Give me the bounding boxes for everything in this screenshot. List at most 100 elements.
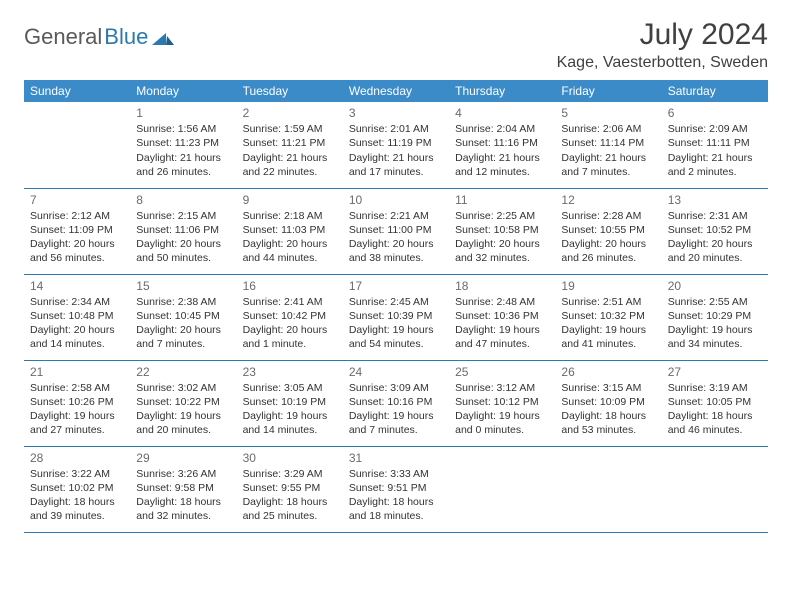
- calendar-cell: [449, 446, 555, 532]
- calendar-cell: [662, 446, 768, 532]
- daylight-text: Daylight: 21 hours and 26 minutes.: [136, 151, 230, 179]
- sunset-text: Sunset: 10:32 PM: [561, 309, 655, 323]
- sunrise-text: Sunrise: 2:06 AM: [561, 122, 655, 136]
- weekday-header: Monday: [130, 80, 236, 102]
- daylight-text: Daylight: 20 hours and 1 minute.: [243, 323, 337, 351]
- daylight-text: Daylight: 20 hours and 50 minutes.: [136, 237, 230, 265]
- day-number: 26: [561, 364, 655, 380]
- sunrise-text: Sunrise: 2:45 AM: [349, 295, 443, 309]
- sunrise-text: Sunrise: 3:26 AM: [136, 467, 230, 481]
- sunset-text: Sunset: 10:05 PM: [668, 395, 762, 409]
- sunrise-text: Sunrise: 2:58 AM: [30, 381, 124, 395]
- calendar-row: 21Sunrise: 2:58 AMSunset: 10:26 PMDaylig…: [24, 360, 768, 446]
- day-number: 8: [136, 192, 230, 208]
- calendar-cell: 25Sunrise: 3:12 AMSunset: 10:12 PMDaylig…: [449, 360, 555, 446]
- day-number: 23: [243, 364, 337, 380]
- daylight-text: Daylight: 21 hours and 7 minutes.: [561, 151, 655, 179]
- sunset-text: Sunset: 10:55 PM: [561, 223, 655, 237]
- header: GeneralBlue July 2024 Kage, Vaesterbotte…: [24, 18, 768, 72]
- daylight-text: Daylight: 20 hours and 56 minutes.: [30, 237, 124, 265]
- sunrise-text: Sunrise: 2:12 AM: [30, 209, 124, 223]
- calendar-cell: 22Sunrise: 3:02 AMSunset: 10:22 PMDaylig…: [130, 360, 236, 446]
- calendar-cell: 27Sunrise: 3:19 AMSunset: 10:05 PMDaylig…: [662, 360, 768, 446]
- daylight-text: Daylight: 19 hours and 41 minutes.: [561, 323, 655, 351]
- weekday-header: Friday: [555, 80, 661, 102]
- day-number: 7: [30, 192, 124, 208]
- sunrise-text: Sunrise: 3:29 AM: [243, 467, 337, 481]
- sunrise-text: Sunrise: 2:15 AM: [136, 209, 230, 223]
- sunrise-text: Sunrise: 3:22 AM: [30, 467, 124, 481]
- logo-mark-icon: [152, 29, 174, 45]
- daylight-text: Daylight: 19 hours and 7 minutes.: [349, 409, 443, 437]
- sunset-text: Sunset: 11:09 PM: [30, 223, 124, 237]
- daylight-text: Daylight: 20 hours and 44 minutes.: [243, 237, 337, 265]
- logo-text-2: Blue: [104, 24, 148, 50]
- day-number: 1: [136, 105, 230, 121]
- sunset-text: Sunset: 9:58 PM: [136, 481, 230, 495]
- sunrise-text: Sunrise: 2:04 AM: [455, 122, 549, 136]
- sunrise-text: Sunrise: 3:05 AM: [243, 381, 337, 395]
- sunrise-text: Sunrise: 2:01 AM: [349, 122, 443, 136]
- daylight-text: Daylight: 18 hours and 46 minutes.: [668, 409, 762, 437]
- calendar-cell: 3Sunrise: 2:01 AMSunset: 11:19 PMDayligh…: [343, 102, 449, 188]
- daylight-text: Daylight: 20 hours and 26 minutes.: [561, 237, 655, 265]
- sunrise-text: Sunrise: 3:09 AM: [349, 381, 443, 395]
- day-number: 17: [349, 278, 443, 294]
- day-number: 10: [349, 192, 443, 208]
- calendar-cell: 31Sunrise: 3:33 AMSunset: 9:51 PMDayligh…: [343, 446, 449, 532]
- sunset-text: Sunset: 10:45 PM: [136, 309, 230, 323]
- weekday-header: Saturday: [662, 80, 768, 102]
- sunset-text: Sunset: 11:16 PM: [455, 136, 549, 150]
- sunset-text: Sunset: 10:16 PM: [349, 395, 443, 409]
- sunset-text: Sunset: 10:52 PM: [668, 223, 762, 237]
- daylight-text: Daylight: 21 hours and 17 minutes.: [349, 151, 443, 179]
- daylight-text: Daylight: 21 hours and 12 minutes.: [455, 151, 549, 179]
- calendar-cell: 23Sunrise: 3:05 AMSunset: 10:19 PMDaylig…: [237, 360, 343, 446]
- calendar-row: 1Sunrise: 1:56 AMSunset: 11:23 PMDayligh…: [24, 102, 768, 188]
- daylight-text: Daylight: 18 hours and 53 minutes.: [561, 409, 655, 437]
- sunset-text: Sunset: 11:11 PM: [668, 136, 762, 150]
- calendar-cell: 26Sunrise: 3:15 AMSunset: 10:09 PMDaylig…: [555, 360, 661, 446]
- sunset-text: Sunset: 11:06 PM: [136, 223, 230, 237]
- sunrise-text: Sunrise: 2:25 AM: [455, 209, 549, 223]
- sunrise-text: Sunrise: 2:09 AM: [668, 122, 762, 136]
- weekday-header: Sunday: [24, 80, 130, 102]
- day-number: 6: [668, 105, 762, 121]
- sunset-text: Sunset: 9:55 PM: [243, 481, 337, 495]
- calendar-row: 7Sunrise: 2:12 AMSunset: 11:09 PMDayligh…: [24, 188, 768, 274]
- daylight-text: Daylight: 18 hours and 39 minutes.: [30, 495, 124, 523]
- sunset-text: Sunset: 11:03 PM: [243, 223, 337, 237]
- sunrise-text: Sunrise: 3:02 AM: [136, 381, 230, 395]
- sunset-text: Sunset: 9:51 PM: [349, 481, 443, 495]
- day-number: 30: [243, 450, 337, 466]
- day-number: 11: [455, 192, 549, 208]
- sunset-text: Sunset: 11:21 PM: [243, 136, 337, 150]
- daylight-text: Daylight: 21 hours and 2 minutes.: [668, 151, 762, 179]
- calendar-cell: 5Sunrise: 2:06 AMSunset: 11:14 PMDayligh…: [555, 102, 661, 188]
- calendar-table: Sunday Monday Tuesday Wednesday Thursday…: [24, 80, 768, 533]
- sunrise-text: Sunrise: 2:51 AM: [561, 295, 655, 309]
- calendar-body: 1Sunrise: 1:56 AMSunset: 11:23 PMDayligh…: [24, 102, 768, 532]
- calendar-cell: 17Sunrise: 2:45 AMSunset: 10:39 PMDaylig…: [343, 274, 449, 360]
- calendar-cell: 8Sunrise: 2:15 AMSunset: 11:06 PMDayligh…: [130, 188, 236, 274]
- daylight-text: Daylight: 20 hours and 20 minutes.: [668, 237, 762, 265]
- sunset-text: Sunset: 10:39 PM: [349, 309, 443, 323]
- sunset-text: Sunset: 10:19 PM: [243, 395, 337, 409]
- sunset-text: Sunset: 10:02 PM: [30, 481, 124, 495]
- sunrise-text: Sunrise: 2:48 AM: [455, 295, 549, 309]
- sunrise-text: Sunrise: 2:41 AM: [243, 295, 337, 309]
- daylight-text: Daylight: 18 hours and 18 minutes.: [349, 495, 443, 523]
- daylight-text: Daylight: 19 hours and 14 minutes.: [243, 409, 337, 437]
- day-number: 29: [136, 450, 230, 466]
- day-number: 20: [668, 278, 762, 294]
- month-title: July 2024: [557, 18, 768, 52]
- day-number: 5: [561, 105, 655, 121]
- sunset-text: Sunset: 10:22 PM: [136, 395, 230, 409]
- daylight-text: Daylight: 20 hours and 32 minutes.: [455, 237, 549, 265]
- sunset-text: Sunset: 10:26 PM: [30, 395, 124, 409]
- calendar-page: GeneralBlue July 2024 Kage, Vaesterbotte…: [0, 0, 792, 551]
- sunset-text: Sunset: 11:23 PM: [136, 136, 230, 150]
- logo-text-1: General: [24, 24, 102, 50]
- sunrise-text: Sunrise: 2:21 AM: [349, 209, 443, 223]
- sunset-text: Sunset: 10:58 PM: [455, 223, 549, 237]
